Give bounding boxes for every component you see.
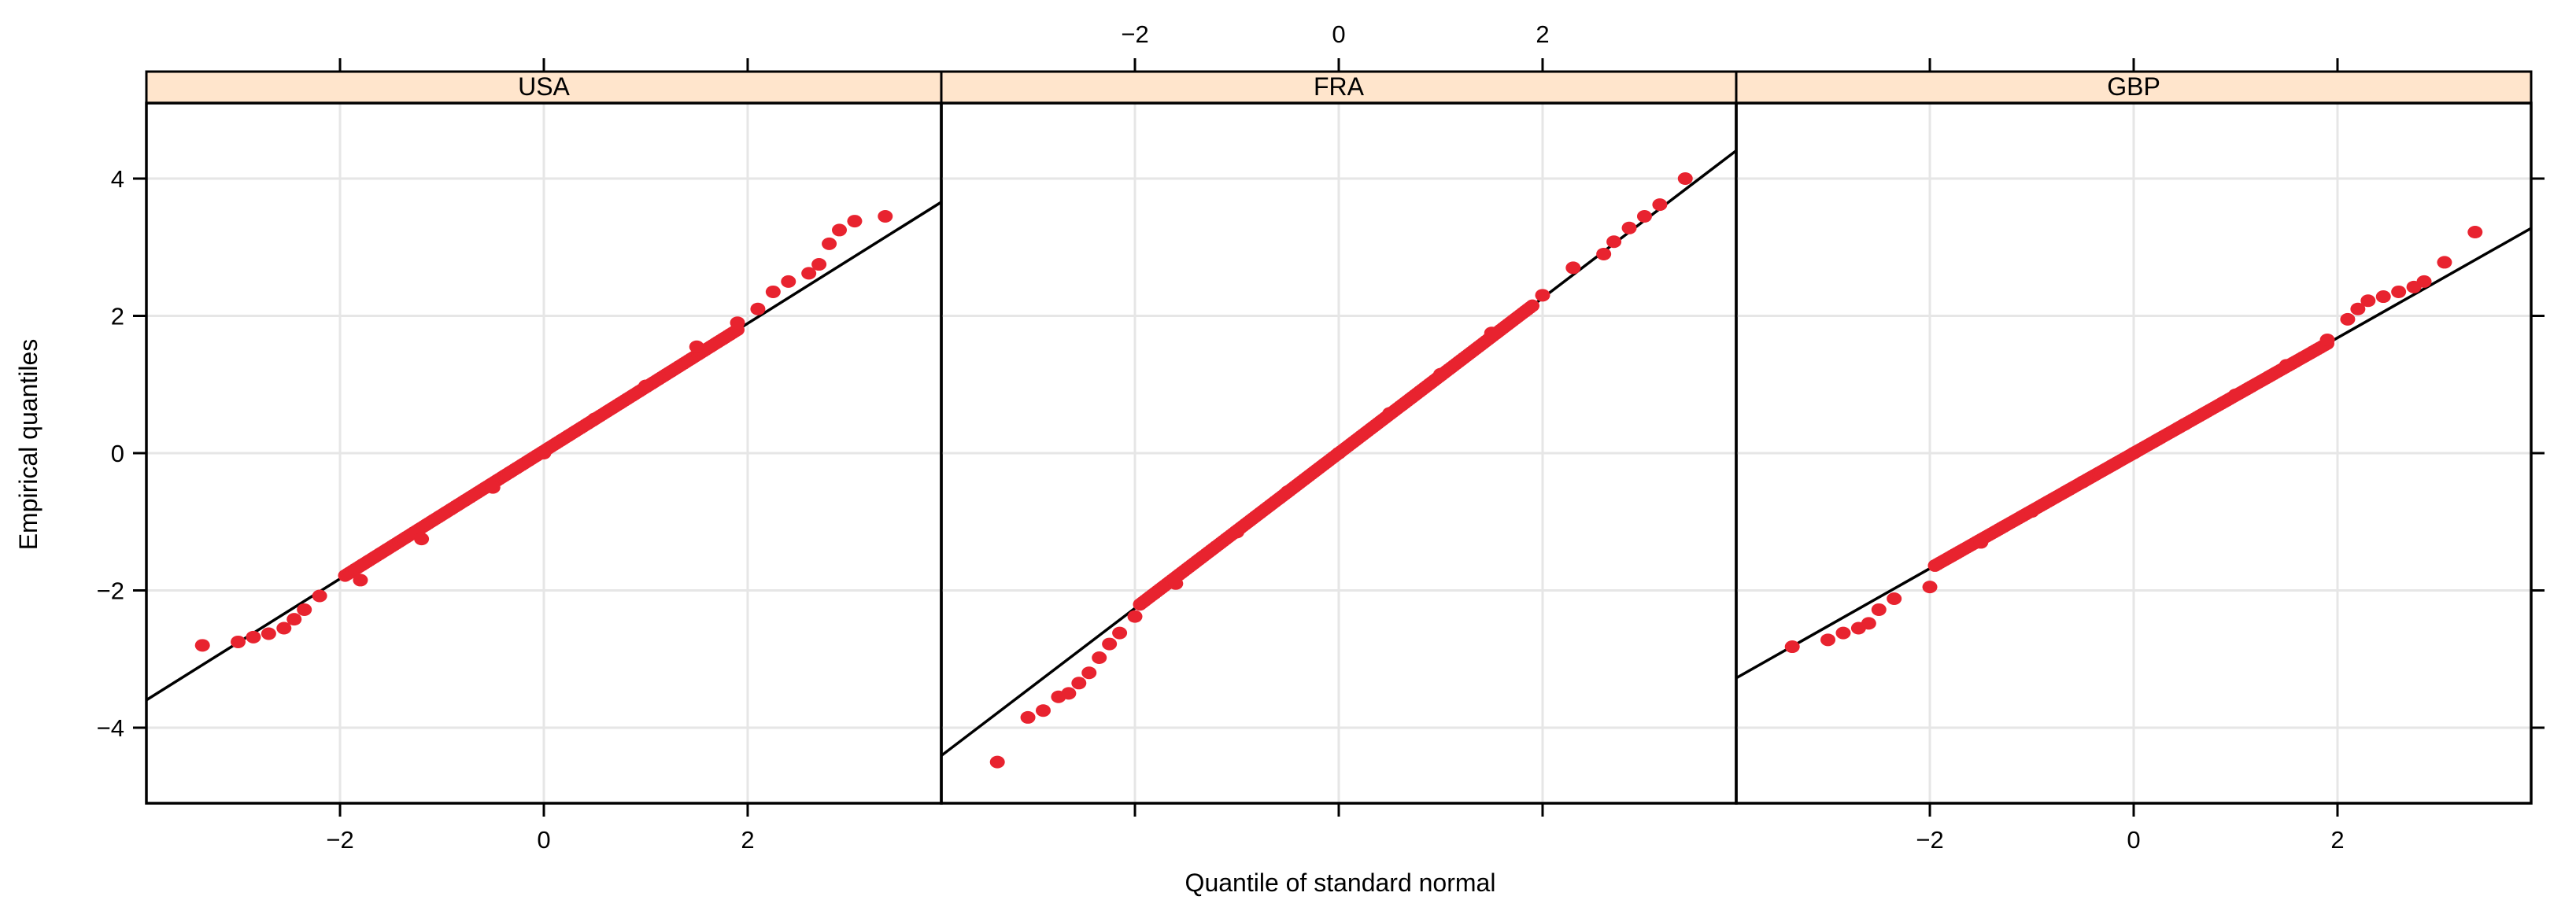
y-tick-label: 2 bbox=[111, 302, 124, 330]
qq-point bbox=[2416, 275, 2432, 288]
x-tick-label: 2 bbox=[1536, 20, 1549, 48]
qq-point bbox=[1280, 485, 1295, 498]
y-tick-label: 0 bbox=[111, 440, 124, 467]
qq-point bbox=[801, 267, 817, 280]
qq-point bbox=[1484, 326, 1499, 340]
qq-point bbox=[194, 639, 210, 652]
qq-point bbox=[1652, 198, 1668, 212]
qq-point bbox=[1020, 710, 1036, 724]
qq-point bbox=[2227, 388, 2243, 401]
qq-point bbox=[1922, 581, 1938, 594]
qq-point bbox=[297, 603, 312, 616]
qq-point bbox=[1606, 235, 1622, 249]
x-tick-label: 2 bbox=[2330, 826, 2344, 854]
qq-point bbox=[1127, 610, 1143, 623]
qq-point bbox=[1535, 289, 1550, 302]
panel-fra: FRA −2 0 2 bbox=[940, 20, 1738, 817]
qq-point bbox=[689, 340, 704, 353]
qq-point bbox=[485, 481, 501, 494]
qq-point bbox=[750, 302, 766, 315]
qq-point bbox=[1112, 626, 1128, 640]
panel-strip bbox=[1735, 70, 2533, 105]
qq-point bbox=[2340, 312, 2356, 326]
qq-point bbox=[1331, 447, 1347, 459]
qq-point bbox=[414, 533, 430, 546]
qq-point bbox=[1432, 367, 1448, 381]
qq-point bbox=[1871, 603, 1887, 616]
x-axis-title: Quantile of standard normal bbox=[1185, 869, 1496, 897]
qq-point bbox=[1382, 407, 1398, 420]
qq-point bbox=[1081, 666, 1097, 680]
qq-point bbox=[1565, 261, 1581, 275]
qq-point bbox=[2467, 226, 2483, 239]
x-tick-label: −2 bbox=[326, 826, 353, 854]
qq-point bbox=[1861, 617, 1876, 630]
qq-point bbox=[1071, 677, 1087, 690]
qq-point bbox=[878, 209, 893, 223]
panel-usa: USA −2 0 2 bbox=[145, 58, 943, 854]
qq-point bbox=[536, 447, 552, 459]
qq-point bbox=[2126, 447, 2142, 459]
qq-point bbox=[1621, 221, 1637, 234]
qq-point bbox=[1835, 626, 1851, 640]
qq-point bbox=[286, 613, 302, 626]
qq-point bbox=[1168, 577, 1184, 590]
qq-point bbox=[2360, 294, 2376, 308]
qq-point bbox=[1102, 637, 1118, 651]
qq-point bbox=[2075, 475, 2090, 489]
qq-point bbox=[312, 589, 327, 603]
qq-point bbox=[2319, 334, 2335, 347]
qq-point bbox=[2177, 418, 2193, 431]
y-tick-label: −4 bbox=[97, 714, 124, 742]
qq-point bbox=[246, 630, 261, 644]
qq-point bbox=[1061, 687, 1077, 700]
qq-point bbox=[276, 621, 292, 635]
qq-point-dense bbox=[1525, 299, 1540, 312]
qq-point bbox=[2278, 359, 2294, 372]
qq-point bbox=[1784, 640, 1800, 654]
qq-point bbox=[231, 635, 246, 648]
qq-point bbox=[832, 223, 848, 237]
y-tick-label: −2 bbox=[97, 577, 124, 605]
qq-point bbox=[1596, 247, 1612, 260]
qq-point bbox=[2350, 302, 2366, 315]
qq-point bbox=[847, 215, 863, 228]
qq-point bbox=[353, 574, 368, 587]
panel-strip-label: FRA bbox=[1314, 72, 1365, 101]
panel-strip-label: GBP bbox=[2107, 72, 2160, 101]
x-tick-label: 0 bbox=[537, 826, 550, 854]
qq-point bbox=[765, 285, 781, 298]
qq-point bbox=[587, 412, 603, 426]
qq-point bbox=[1229, 526, 1245, 539]
qq-point bbox=[1092, 651, 1107, 665]
qq-point bbox=[2375, 290, 2391, 304]
qq-point bbox=[638, 379, 653, 393]
qq-point bbox=[2391, 285, 2407, 298]
x-tick-label: 2 bbox=[741, 826, 754, 854]
qq-point bbox=[1820, 633, 1836, 647]
qq-point bbox=[1887, 592, 1902, 605]
y-axis-title: Empirical quantiles bbox=[14, 339, 43, 551]
qq-point bbox=[989, 755, 1005, 769]
qq-point bbox=[1035, 704, 1051, 717]
qq-point bbox=[730, 316, 745, 330]
x-tick-label: 0 bbox=[1332, 20, 1345, 48]
x-tick-label: 0 bbox=[2127, 826, 2140, 854]
panel-gbp: GBP −2 0 2 bbox=[1735, 58, 2533, 854]
qq-point bbox=[822, 237, 837, 250]
x-tick-label: −2 bbox=[1916, 826, 1943, 854]
qq-point bbox=[261, 627, 276, 640]
y-tick-label: 4 bbox=[111, 165, 124, 193]
qq-point bbox=[811, 258, 827, 271]
qq-point bbox=[2437, 256, 2452, 269]
qq-point bbox=[1636, 209, 1652, 223]
qq-point bbox=[781, 275, 796, 288]
x-tick-label: −2 bbox=[1121, 20, 1148, 48]
qq-point bbox=[1677, 172, 1693, 185]
qq-point bbox=[1973, 536, 1989, 549]
qq-point bbox=[2024, 505, 2040, 518]
panel-strip-label: USA bbox=[518, 72, 570, 101]
